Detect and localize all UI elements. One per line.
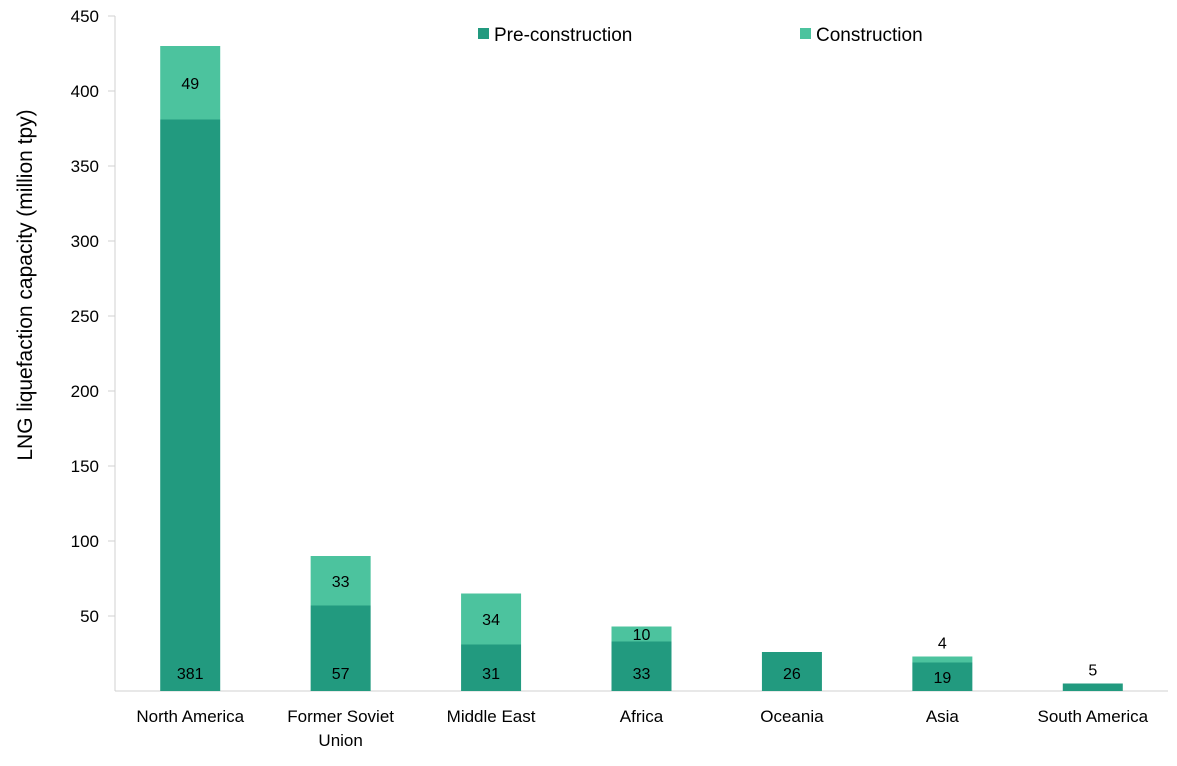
- bar-construction: [310, 556, 371, 606]
- axes: 50 100 150 200 250 300 350 400 450 North America F…: [71, 7, 1168, 750]
- y-tick-label: 400: [71, 82, 99, 101]
- bar-construction: [912, 656, 973, 663]
- data-label-pre-construction: 31: [482, 666, 500, 683]
- legend-swatch: [478, 28, 489, 39]
- bars: [160, 46, 1123, 691]
- y-tick-label: 200: [71, 382, 99, 401]
- data-label-construction: 34: [482, 612, 500, 629]
- data-label-pre-construction: 5: [1088, 663, 1097, 680]
- data-label-pre-construction: 26: [783, 666, 801, 683]
- x-category-label: North America: [136, 707, 244, 726]
- bar-construction: [611, 626, 672, 642]
- data-label-construction: 10: [633, 627, 651, 644]
- y-tick-label: 300: [71, 232, 99, 251]
- data-label-construction: 4: [938, 636, 947, 653]
- legend-label: Construction: [816, 25, 923, 46]
- y-axis-title: LNG liquefaction capacity (million tpy): [14, 109, 37, 460]
- x-category-label: Oceania: [760, 707, 824, 726]
- y-tick-label: 250: [71, 307, 99, 326]
- y-tick-label: 150: [71, 457, 99, 476]
- y-tick-label: 50: [80, 607, 99, 626]
- data-label-construction: 33: [332, 574, 350, 591]
- x-category-label: South America: [1038, 707, 1149, 726]
- bar-pre-construction: [310, 605, 371, 691]
- legend: Pre-construction Construction: [478, 25, 923, 46]
- x-category-label: Former Soviet Union: [287, 707, 394, 750]
- data-label-pre-construction: 33: [633, 666, 651, 683]
- data-label-pre-construction: 57: [332, 666, 350, 683]
- x-category-label: Africa: [620, 707, 664, 726]
- data-label-construction: 49: [181, 76, 199, 93]
- x-category-label: Asia: [926, 707, 960, 726]
- legend-swatch: [800, 28, 811, 39]
- data-label-pre-construction: 19: [933, 670, 951, 687]
- bar-pre-construction: [160, 119, 221, 691]
- y-tick-label: 450: [71, 7, 99, 26]
- y-tick-label: 350: [71, 157, 99, 176]
- y-axis-label: LNG liquefaction capacity (million tpy): [14, 109, 37, 460]
- legend-label: Pre-construction: [494, 25, 632, 46]
- bar-pre-construction: [761, 652, 822, 691]
- bar-pre-construction: [1062, 683, 1123, 691]
- data-labels: 381 49 57 33 31 34 33 10 26 19 4 5: [177, 76, 1097, 687]
- bar-construction: [461, 593, 522, 645]
- bar-pre-construction: [461, 644, 522, 691]
- data-label-pre-construction: 381: [177, 666, 204, 683]
- bar-pre-construction: [912, 662, 973, 691]
- bar-pre-construction: [611, 641, 672, 691]
- y-tick-label: 100: [71, 532, 99, 551]
- x-category-label: Middle East: [447, 707, 536, 726]
- bar-construction: [160, 46, 221, 120]
